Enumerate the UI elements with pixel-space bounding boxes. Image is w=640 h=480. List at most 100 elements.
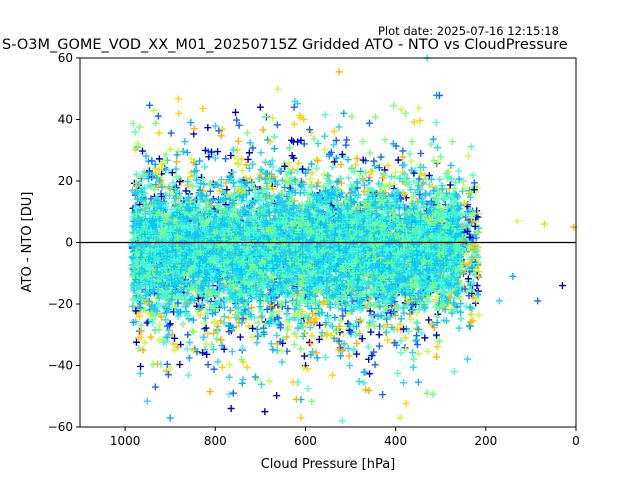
data-point: [359, 137, 367, 145]
data-point: [196, 311, 204, 319]
data-point: [349, 297, 357, 305]
data-point: [191, 345, 199, 353]
data-point: [306, 175, 314, 183]
data-point: [325, 152, 333, 160]
data-point: [428, 183, 436, 191]
data-point: [437, 153, 445, 161]
data-point: [138, 147, 146, 155]
data-point: [368, 186, 376, 194]
data-point: [176, 361, 184, 369]
data-point: [328, 371, 336, 379]
data-point: [410, 118, 418, 126]
data-point: [417, 149, 425, 157]
data-point: [294, 378, 302, 386]
data-point: [187, 168, 195, 176]
data-point: [337, 161, 345, 169]
data-point: [278, 347, 286, 355]
data-point: [167, 129, 175, 137]
data-point: [462, 303, 470, 311]
data-point: [267, 340, 275, 348]
data-point: [204, 361, 212, 369]
data-point: [260, 328, 268, 336]
data-point: [424, 347, 432, 355]
data-point: [151, 160, 159, 168]
data-point: [188, 327, 196, 335]
data-point: [331, 158, 339, 166]
data-point: [269, 185, 277, 193]
data-point: [242, 161, 250, 169]
data-point: [309, 348, 317, 356]
data-point: [273, 121, 281, 129]
data-point: [273, 392, 281, 400]
data-point: [433, 319, 441, 327]
data-point: [339, 312, 347, 320]
data-point: [313, 155, 321, 163]
data-point: [222, 179, 230, 187]
scatter-points: [128, 54, 578, 425]
data-point: [402, 400, 410, 408]
data-point: [365, 177, 373, 185]
data-point: [233, 116, 241, 124]
data-point: [397, 105, 405, 113]
chart-title: S-O3M_GOME_VOD_XX_M01_20250715Z Gridded …: [2, 37, 568, 53]
data-point: [371, 113, 379, 121]
data-point: [262, 158, 270, 166]
data-point: [157, 193, 165, 201]
data-point: [165, 167, 173, 175]
data-point: [266, 183, 274, 191]
data-point: [187, 155, 195, 163]
data-point: [145, 167, 153, 175]
data-point: [183, 149, 191, 157]
data-point: [163, 322, 171, 330]
data-point: [199, 349, 207, 357]
data-point: [435, 91, 443, 99]
data-point: [304, 313, 312, 321]
data-point: [371, 361, 379, 369]
data-point: [475, 224, 483, 232]
data-point: [384, 336, 392, 344]
data-point: [143, 397, 151, 405]
data-point: [129, 119, 137, 127]
data-point: [314, 140, 322, 148]
data-point: [231, 153, 239, 161]
data-point: [270, 145, 278, 153]
data-point: [417, 170, 425, 178]
data-point: [308, 332, 316, 340]
data-point: [229, 323, 237, 331]
data-point: [277, 324, 285, 332]
data-point: [187, 119, 195, 127]
data-point: [155, 129, 163, 137]
data-point: [377, 153, 385, 161]
data-point: [259, 126, 267, 134]
plot-date-label: Plot date: 2025-07-16 12:15:18: [378, 24, 559, 38]
data-point: [415, 104, 423, 112]
data-point: [310, 318, 318, 326]
data-point: [200, 333, 208, 341]
data-point: [464, 275, 472, 283]
data-point: [400, 379, 408, 387]
data-point: [294, 100, 302, 108]
data-point: [174, 95, 182, 103]
data-point: [154, 112, 162, 120]
data-point: [296, 345, 304, 353]
data-point: [342, 141, 350, 149]
data-point: [144, 317, 152, 325]
data-point: [434, 144, 442, 152]
data-point: [313, 157, 321, 165]
data-point: [396, 320, 404, 328]
data-point: [152, 119, 160, 127]
data-point: [131, 128, 139, 136]
data-point: [381, 136, 389, 144]
data-point: [218, 363, 226, 371]
data-point: [225, 373, 233, 381]
data-point: [385, 180, 393, 188]
data-point: [285, 323, 293, 331]
data-point: [249, 160, 257, 168]
data-point: [360, 188, 368, 196]
data-point: [199, 104, 207, 112]
data-point: [448, 138, 456, 146]
data-point: [371, 322, 379, 330]
data-point: [253, 339, 261, 347]
data-point: [262, 113, 270, 121]
data-point: [433, 353, 441, 361]
